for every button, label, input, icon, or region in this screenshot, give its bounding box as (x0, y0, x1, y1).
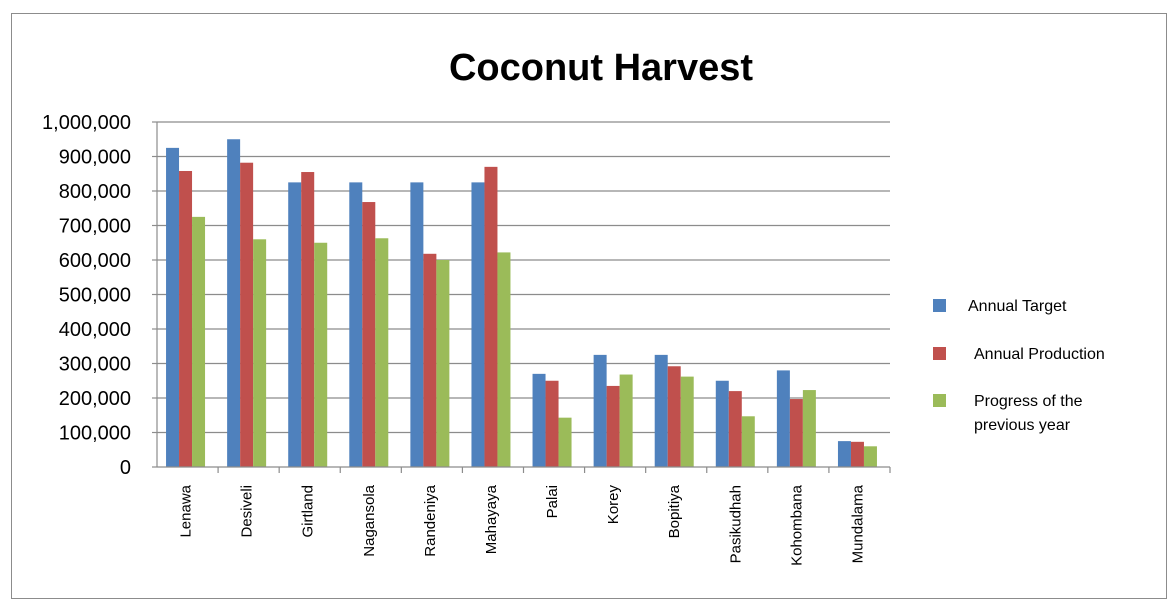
bar (423, 253, 437, 467)
bar (558, 417, 572, 467)
bar (728, 391, 742, 467)
bars (166, 139, 877, 468)
y-tick-label: 900,000 (59, 147, 131, 169)
category-label: Kohombana (788, 484, 805, 566)
category-label: Pasikudhah (727, 485, 744, 563)
bar (484, 166, 498, 467)
y-tick-label: 1,000,000 (42, 112, 131, 134)
bar (802, 390, 816, 467)
bar (375, 238, 389, 467)
legend-label: Annual Production (974, 346, 1105, 363)
bar (227, 139, 241, 467)
category-label: Mahayaya (483, 484, 500, 554)
y-tick-label: 600,000 (59, 250, 131, 272)
legend-label: Progress of the previous year (974, 393, 1083, 434)
category-label: Mundalama (849, 484, 866, 563)
x-axis: Lenawa Desiveli Girtland Nagansola Randeniya… (157, 466, 891, 566)
bar (776, 370, 790, 467)
bar (288, 182, 302, 467)
bar (789, 399, 803, 467)
bar (253, 239, 267, 467)
y-tick-label: 700,000 (59, 216, 131, 238)
bar (606, 385, 620, 467)
bar (240, 162, 254, 467)
bar (436, 260, 450, 467)
y-axis: 0 100,000 200,000 300,000 400,000 500,000 600,… (42, 112, 158, 479)
y-tick-label: 100,000 (59, 423, 131, 445)
category-label: Randeniya (422, 484, 439, 556)
y-tick-label: 500,000 (59, 285, 131, 307)
legend-swatch (933, 299, 946, 312)
bar (532, 373, 546, 467)
bar (715, 380, 729, 467)
bar (654, 354, 668, 467)
bar (301, 172, 315, 467)
bar (545, 380, 559, 467)
bar (863, 446, 877, 467)
legend: Annual Target Annual Production Progress o… (933, 298, 1105, 434)
legend-swatch (933, 394, 946, 407)
category-label: Bopitiya (666, 484, 683, 538)
category-label: Girtland (300, 485, 317, 538)
bar (166, 147, 180, 467)
grid-lines (157, 121, 890, 434)
bar (837, 441, 851, 467)
bar (741, 416, 755, 467)
bar (314, 242, 328, 467)
bar (680, 376, 694, 467)
category-label: Desiveli (239, 485, 256, 538)
bar (410, 182, 424, 467)
category-label: Nagansola (361, 484, 378, 556)
bar (593, 354, 607, 467)
y-tick-label: 0 (120, 457, 131, 479)
category-label: Palai (544, 485, 561, 518)
y-tick-label: 300,000 (59, 354, 131, 376)
chart-title: Coconut Harvest (449, 47, 753, 89)
y-tick-label: 800,000 (59, 181, 131, 203)
bar (667, 366, 681, 467)
category-label: Lenawa (178, 484, 195, 537)
bar (349, 182, 363, 467)
bar (362, 202, 376, 468)
bar (850, 441, 864, 467)
y-tick-label: 400,000 (59, 319, 131, 341)
legend-label: Annual Target (968, 298, 1067, 315)
legend-swatch (933, 347, 946, 360)
category-label: Korey (605, 485, 622, 525)
bar (497, 252, 511, 467)
bar (619, 374, 633, 467)
bar (179, 170, 193, 468)
y-tick-label: 200,000 (59, 388, 131, 410)
bar (471, 182, 485, 467)
bar (192, 216, 206, 467)
